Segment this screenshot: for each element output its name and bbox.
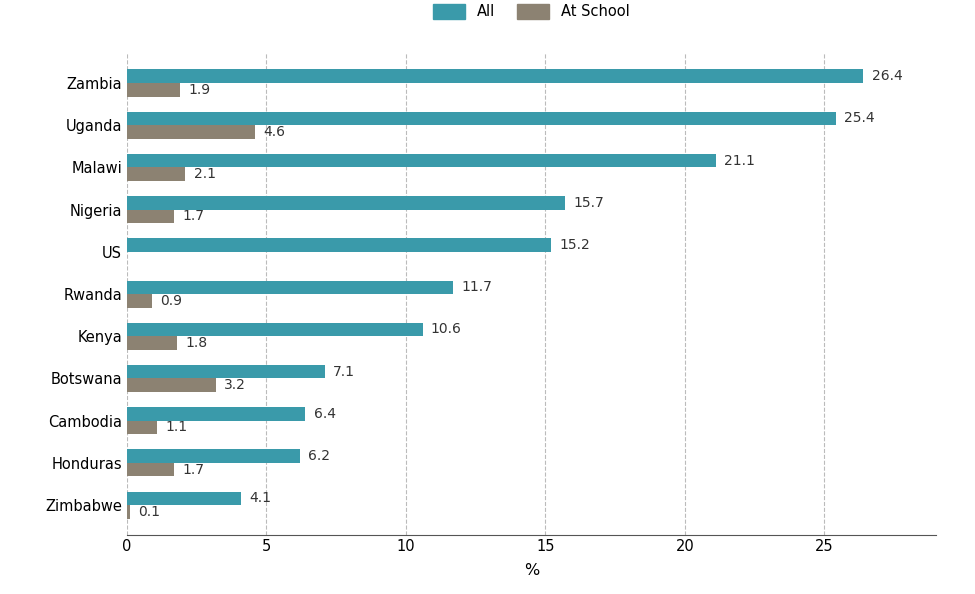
Bar (127, 294, 152, 308)
Text: 3.2: 3.2 (224, 378, 247, 392)
Text: 2.1: 2.1 (194, 167, 215, 181)
Bar (127, 210, 175, 223)
Bar (127, 336, 177, 350)
Text: 26.4: 26.4 (872, 69, 903, 83)
Legend: All, At School: All, At School (427, 0, 636, 26)
Bar (127, 505, 130, 519)
Text: 1.9: 1.9 (188, 83, 211, 97)
Bar (127, 280, 453, 294)
Text: 11.7: 11.7 (461, 280, 492, 294)
Bar (127, 421, 157, 434)
Bar (127, 69, 864, 83)
Bar (127, 463, 175, 476)
Text: 6.4: 6.4 (314, 407, 335, 421)
Bar (127, 407, 305, 421)
Bar (127, 112, 836, 125)
Text: 0.9: 0.9 (160, 294, 182, 308)
Text: 1.7: 1.7 (182, 463, 205, 476)
Bar (127, 238, 551, 252)
Text: 15.7: 15.7 (573, 196, 604, 210)
Bar (127, 168, 185, 181)
Bar (127, 125, 255, 139)
Text: 1.7: 1.7 (182, 209, 205, 223)
Text: 15.2: 15.2 (560, 238, 590, 252)
Text: 0.1: 0.1 (137, 505, 160, 519)
Text: 4.1: 4.1 (250, 491, 271, 505)
Bar (127, 196, 565, 210)
X-axis label: %: % (524, 563, 539, 578)
Text: 21.1: 21.1 (723, 154, 755, 168)
Bar (127, 365, 325, 378)
Bar (127, 154, 716, 168)
Text: 1.8: 1.8 (185, 336, 208, 350)
Bar (127, 323, 422, 336)
Bar (127, 449, 299, 463)
Text: 10.6: 10.6 (431, 323, 462, 336)
Bar (127, 83, 179, 96)
Text: 4.6: 4.6 (263, 125, 286, 139)
Text: 1.1: 1.1 (166, 421, 188, 434)
Text: 25.4: 25.4 (844, 112, 875, 125)
Bar (127, 378, 216, 392)
Text: 7.1: 7.1 (333, 365, 355, 379)
Text: 6.2: 6.2 (308, 449, 331, 463)
Bar (127, 492, 241, 505)
